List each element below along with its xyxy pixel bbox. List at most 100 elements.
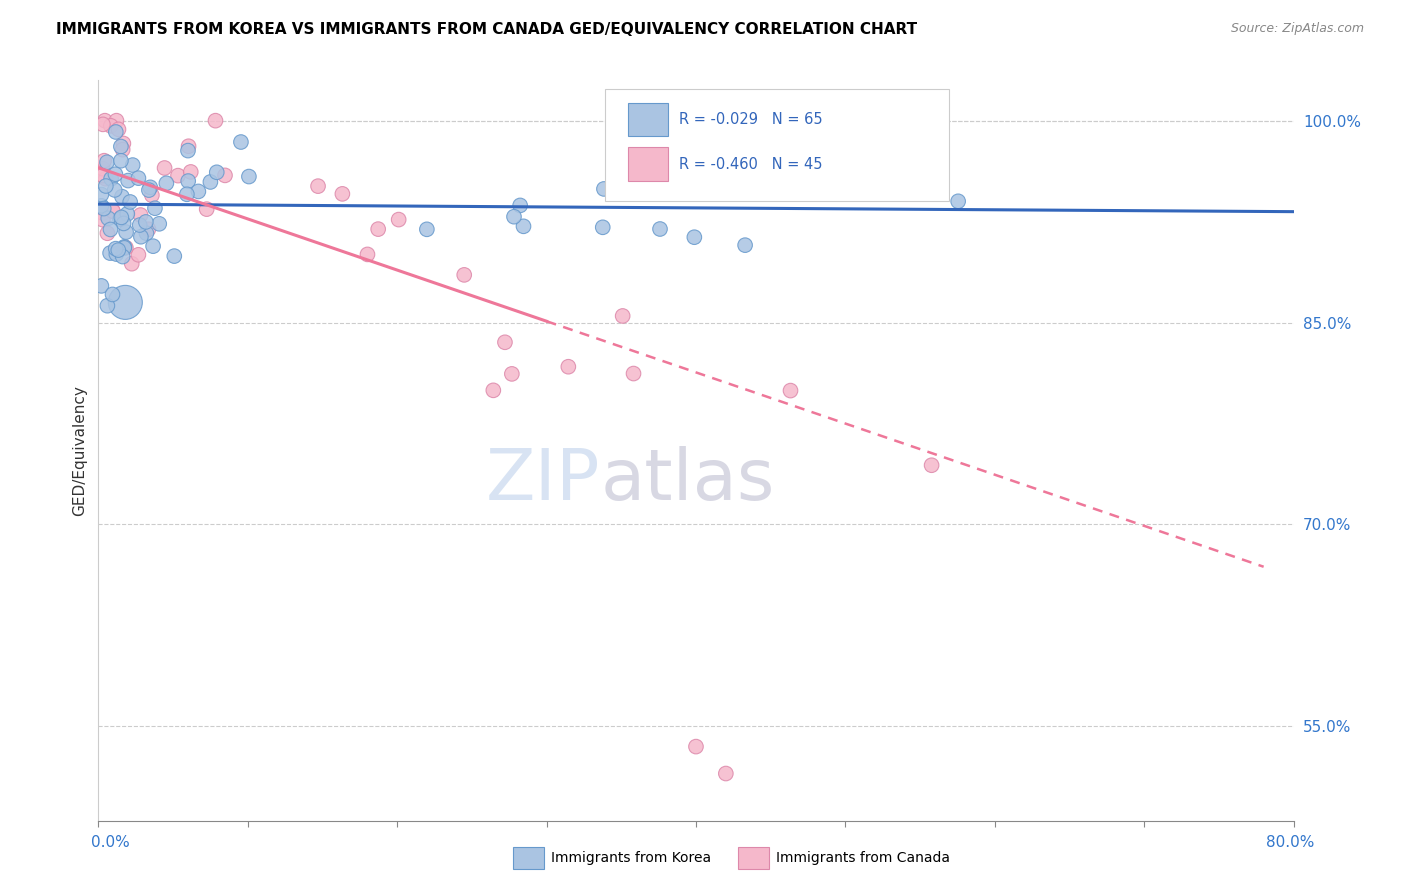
Point bbox=[112, 241, 135, 255]
Text: atlas: atlas bbox=[600, 446, 775, 515]
Text: Immigrants from Korea: Immigrants from Korea bbox=[551, 851, 711, 864]
Point bbox=[101, 287, 124, 301]
Point bbox=[167, 169, 190, 183]
Point bbox=[93, 202, 115, 216]
Point bbox=[494, 335, 516, 350]
Point bbox=[685, 739, 707, 754]
Text: Source: ZipAtlas.com: Source: ZipAtlas.com bbox=[1230, 22, 1364, 36]
Point bbox=[101, 203, 124, 218]
Point bbox=[177, 139, 200, 153]
Point bbox=[163, 249, 186, 263]
Point bbox=[723, 150, 745, 164]
Point bbox=[91, 161, 114, 176]
Point bbox=[779, 384, 801, 398]
Point bbox=[612, 309, 634, 323]
Point bbox=[205, 165, 228, 179]
Point bbox=[148, 217, 170, 231]
Point bbox=[332, 186, 354, 201]
Point bbox=[129, 208, 152, 222]
Point bbox=[388, 212, 411, 227]
Point bbox=[91, 206, 114, 220]
Text: R = -0.460   N = 45: R = -0.460 N = 45 bbox=[679, 157, 823, 171]
Point bbox=[946, 194, 969, 209]
Point bbox=[115, 225, 138, 239]
Point bbox=[177, 174, 200, 188]
Point bbox=[104, 183, 127, 197]
Point bbox=[187, 185, 209, 199]
Point bbox=[110, 211, 132, 225]
Point bbox=[204, 113, 226, 128]
Point bbox=[111, 143, 134, 157]
Point bbox=[155, 176, 177, 190]
Point bbox=[142, 239, 165, 253]
Point bbox=[509, 198, 531, 212]
Point bbox=[501, 367, 523, 381]
Point bbox=[107, 243, 129, 257]
Point bbox=[94, 171, 117, 186]
Text: ZIP: ZIP bbox=[486, 446, 600, 515]
Point bbox=[367, 222, 389, 236]
Point bbox=[593, 182, 616, 196]
Point bbox=[734, 238, 756, 252]
Point bbox=[138, 222, 160, 236]
Point bbox=[127, 248, 149, 262]
Text: 0.0%: 0.0% bbox=[91, 836, 131, 850]
Point bbox=[745, 183, 768, 197]
Point bbox=[141, 188, 163, 202]
Point bbox=[128, 218, 150, 232]
Point bbox=[648, 222, 671, 236]
Point bbox=[96, 155, 118, 169]
Point bbox=[104, 167, 127, 181]
Point bbox=[482, 384, 505, 398]
Point bbox=[416, 222, 439, 236]
Point bbox=[714, 766, 737, 780]
Point bbox=[105, 113, 128, 128]
Point bbox=[111, 250, 134, 264]
Point bbox=[512, 219, 534, 234]
Point bbox=[101, 204, 124, 219]
Point bbox=[90, 187, 112, 202]
Point bbox=[557, 359, 579, 374]
Point bbox=[104, 242, 127, 256]
Point bbox=[91, 117, 114, 131]
Text: 80.0%: 80.0% bbox=[1267, 836, 1315, 850]
Point bbox=[356, 247, 378, 261]
Point bbox=[683, 230, 706, 244]
Point bbox=[96, 299, 118, 313]
Point bbox=[139, 180, 162, 194]
Point bbox=[214, 169, 236, 183]
Point bbox=[107, 122, 129, 136]
Point bbox=[97, 211, 120, 226]
Point bbox=[110, 153, 132, 168]
Point bbox=[921, 458, 943, 473]
Point bbox=[307, 179, 329, 194]
Point bbox=[195, 202, 218, 216]
Point bbox=[110, 139, 132, 153]
Point bbox=[100, 222, 122, 236]
Point bbox=[100, 171, 122, 186]
Point bbox=[143, 201, 166, 215]
Text: Immigrants from Canada: Immigrants from Canada bbox=[776, 851, 950, 864]
Point bbox=[153, 161, 176, 175]
Point bbox=[90, 278, 112, 293]
Point bbox=[114, 295, 136, 310]
Point bbox=[112, 136, 135, 151]
Point bbox=[105, 247, 128, 261]
Point bbox=[100, 119, 122, 133]
Point bbox=[108, 212, 131, 227]
Point bbox=[135, 226, 157, 240]
Point bbox=[121, 158, 143, 172]
Point bbox=[129, 229, 152, 244]
Point bbox=[104, 125, 127, 139]
Point bbox=[238, 169, 260, 184]
Point bbox=[453, 268, 475, 282]
Text: IMMIGRANTS FROM KOREA VS IMMIGRANTS FROM CANADA GED/EQUIVALENCY CORRELATION CHAR: IMMIGRANTS FROM KOREA VS IMMIGRANTS FROM… bbox=[56, 22, 917, 37]
Point bbox=[127, 171, 149, 186]
Text: R = -0.029   N = 65: R = -0.029 N = 65 bbox=[679, 112, 823, 127]
Point bbox=[177, 144, 200, 158]
Point bbox=[91, 212, 114, 227]
Point bbox=[503, 210, 526, 224]
Point bbox=[138, 183, 160, 197]
Point bbox=[592, 220, 614, 235]
Point bbox=[117, 207, 139, 221]
